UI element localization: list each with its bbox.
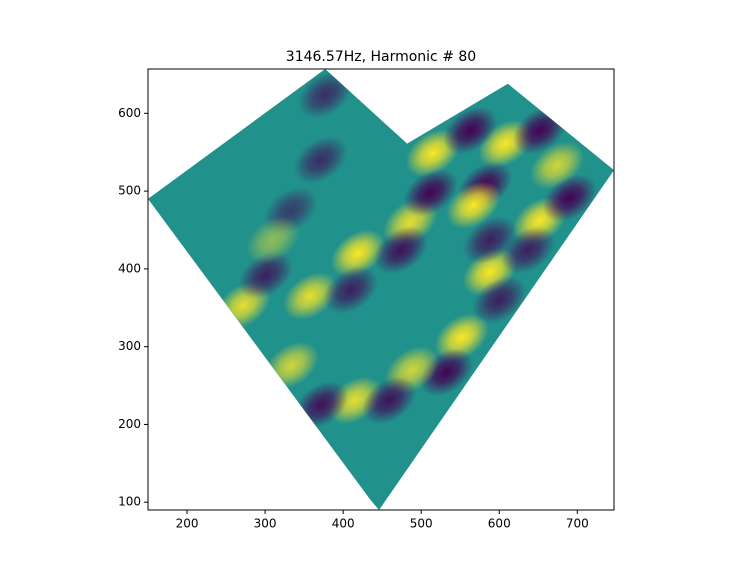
field-extremum xyxy=(501,226,556,274)
field-extremum xyxy=(298,70,353,119)
y-tick-label: 200 xyxy=(118,417,141,431)
field-extremum xyxy=(443,106,498,155)
y-tick-label: 300 xyxy=(118,339,141,353)
field-extremum xyxy=(245,216,301,264)
x-tick-label: 300 xyxy=(254,517,277,531)
x-tick-label: 500 xyxy=(410,517,433,531)
y-tick-label: 500 xyxy=(118,184,141,198)
x-tick-label: 700 xyxy=(566,517,589,531)
x-tick-label: 200 xyxy=(176,517,199,531)
field-extremum xyxy=(283,272,338,320)
field-extremum xyxy=(323,266,379,314)
field-extremum xyxy=(446,181,501,229)
y-tick-label: 600 xyxy=(118,106,141,120)
field-extremum xyxy=(238,251,293,299)
y-tick-label: 100 xyxy=(118,495,141,509)
field-extremum xyxy=(373,226,429,274)
field-extremum xyxy=(542,174,597,222)
field-extremum xyxy=(403,168,458,217)
field-extremum xyxy=(434,313,489,362)
x-tick-label: 400 xyxy=(332,517,355,531)
y-tick-label: 400 xyxy=(118,261,141,275)
field-extremum xyxy=(293,136,348,184)
field-extremum xyxy=(362,376,417,425)
chart-title: 3146.57Hz, Harmonic # 80 xyxy=(286,49,476,65)
field-extremum xyxy=(472,276,527,324)
x-tick-label: 600 xyxy=(488,517,511,531)
plot-frame xyxy=(147,68,615,511)
field-extremum xyxy=(330,229,386,278)
